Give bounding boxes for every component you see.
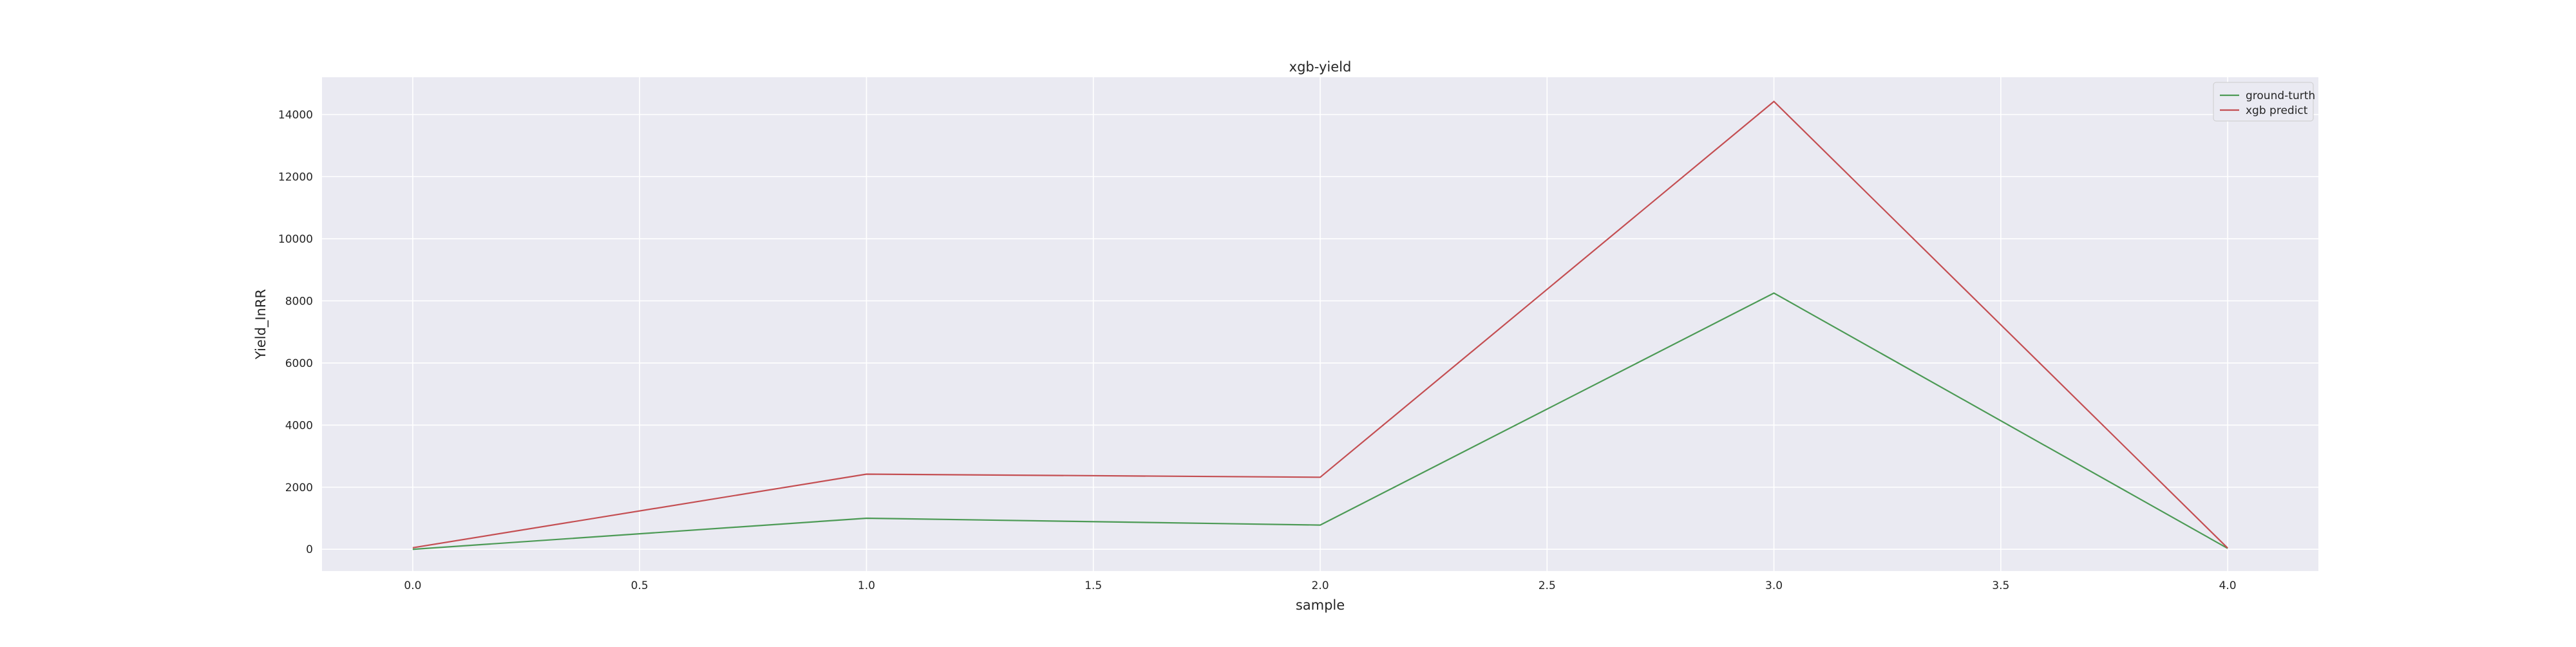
y-tick-label: 12000: [278, 171, 313, 183]
legend: ground-turth xgb predict: [2213, 82, 2315, 122]
x-tick-label: 1.0: [858, 579, 875, 592]
legend-label: xgb predict: [2246, 104, 2308, 117]
x-tick-label: 0.0: [404, 579, 421, 592]
y-tick-label: 0: [306, 543, 313, 556]
y-tick-label: 4000: [285, 419, 313, 432]
series-lines: [412, 100, 2228, 550]
tick-labels: 0.0 0.5 1.0 1.5 2.0 2.5 3.0 3.5 4.0 0 2000 4000 6000…: [278, 109, 2237, 592]
grid-lines: [322, 77, 2318, 571]
legend-box: [2213, 82, 2314, 122]
x-tick-label: 1.5: [1084, 579, 1102, 592]
series-line: [412, 292, 2228, 550]
y-axis-label: Yield_InRR: [253, 289, 269, 360]
x-tick-label: 3.5: [1992, 579, 2009, 592]
x-tick-label: 2.5: [1539, 579, 1556, 592]
x-tick-label: 3.0: [1765, 579, 1783, 592]
x-tick-label: 2.0: [1311, 579, 1329, 592]
series-line: [412, 100, 2228, 549]
y-tick-label: 14000: [278, 109, 313, 122]
y-tick-label: 8000: [285, 295, 313, 308]
y-tick-label: 2000: [285, 482, 313, 494]
x-tick-label: 0.5: [631, 579, 649, 592]
y-tick-label: 6000: [285, 357, 313, 370]
x-axis-label: sample: [1296, 597, 1345, 613]
legend-label: ground-turth: [2246, 89, 2315, 102]
chart-title: xgb-yield: [1289, 59, 1352, 75]
y-tick-label: 10000: [278, 233, 313, 246]
x-tick-label: 4.0: [2219, 579, 2237, 592]
